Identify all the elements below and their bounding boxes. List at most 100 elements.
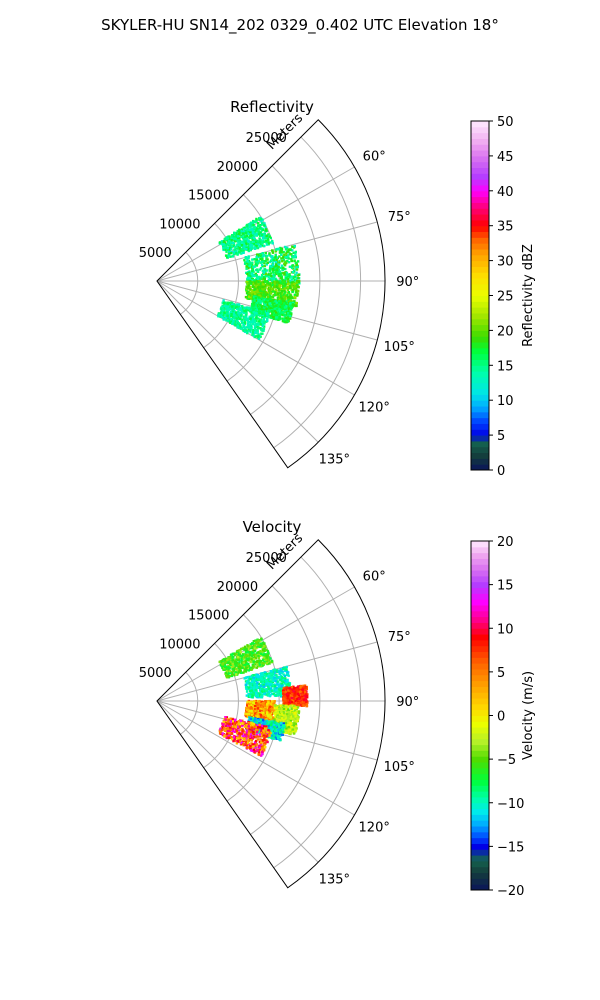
echo-pixel <box>293 296 297 299</box>
echo-pixel <box>247 686 251 689</box>
echo-pixel <box>256 674 259 678</box>
echo-pixel <box>265 718 268 721</box>
echo-pixel <box>259 323 263 326</box>
echo-pixel <box>251 666 254 670</box>
echo-pixel <box>252 651 255 654</box>
echo-pixel <box>258 224 261 228</box>
echo-pixel <box>232 312 235 315</box>
echo-pixel <box>254 229 258 232</box>
echo-pixel <box>259 689 262 692</box>
echo-pixel <box>250 320 253 324</box>
echo-pixel <box>252 710 256 713</box>
echo-pixel <box>249 701 252 704</box>
echo-pixel <box>231 322 234 325</box>
echo-pixel <box>242 226 245 230</box>
echo-pixel <box>258 645 261 649</box>
echo-pixel <box>262 275 265 279</box>
echo-pixel <box>274 278 278 281</box>
echo-pixel <box>260 652 263 655</box>
echo-pixel <box>284 298 287 301</box>
echo-pixel <box>232 668 236 671</box>
echo-pixel <box>243 318 247 322</box>
echo-pixel <box>267 651 270 655</box>
echo-pixel <box>296 688 299 691</box>
echo-pixel <box>279 693 282 697</box>
echo-pixel <box>249 310 252 313</box>
colorbar-segment <box>471 144 489 151</box>
echo-pixel <box>294 287 298 290</box>
echo-pixel <box>289 253 292 256</box>
echo-pixel <box>286 259 289 263</box>
echo-pixel <box>269 269 272 272</box>
echo-pixel <box>287 257 290 260</box>
echo-pixel <box>242 250 245 253</box>
echo-pixel <box>246 667 250 670</box>
echo-pixel <box>273 282 276 285</box>
echo-pixel <box>257 304 261 307</box>
range-ring <box>250 585 321 835</box>
echo-pixel <box>257 327 260 330</box>
echo-pixel <box>295 289 298 292</box>
echo-pixel <box>259 289 263 292</box>
echo-pixel <box>242 665 246 669</box>
echo-pixel <box>261 679 264 682</box>
echo-pixel <box>257 317 260 320</box>
echo-pixel <box>295 271 298 274</box>
echo-pixel <box>262 642 265 645</box>
echo-pixel <box>256 232 259 235</box>
echo-pixel <box>274 686 278 689</box>
echo-pixel <box>234 238 237 241</box>
echo-pixel <box>236 672 239 675</box>
colorbar-segment <box>471 260 489 267</box>
echo-pixel <box>284 267 287 271</box>
echo-pixel <box>255 278 258 281</box>
echo-pixel <box>263 277 266 281</box>
echo-pixel <box>302 689 305 693</box>
echo-pixel <box>248 223 251 226</box>
echo-pixel <box>248 243 251 246</box>
echo-pixel <box>267 273 270 276</box>
echo-pixel <box>264 675 267 678</box>
echo-pixel <box>282 293 285 296</box>
echo-pixel <box>259 660 262 663</box>
echo-pixel <box>249 643 252 646</box>
colorbar-segment <box>471 452 489 459</box>
echo-pixel <box>234 235 238 238</box>
echo-pixel <box>237 239 240 242</box>
echo-pixel <box>261 702 264 705</box>
echo-pixel <box>246 664 249 667</box>
echo-pixel <box>229 671 233 675</box>
echo-pixel <box>284 701 287 704</box>
echo-pixel <box>262 684 265 687</box>
echo-pixel <box>254 312 257 315</box>
echo-pixel <box>268 705 272 709</box>
echo-pixel <box>271 685 274 688</box>
echo-pixel <box>295 277 298 280</box>
echo-pixel <box>254 299 258 303</box>
echo-pixel <box>249 695 253 699</box>
colorbar-segment <box>471 161 489 169</box>
echo-pixel <box>289 311 292 314</box>
echo-pixel <box>244 651 248 654</box>
echo-pixel <box>256 286 260 289</box>
echo-pixel <box>260 281 263 284</box>
colorbar-segment <box>471 429 489 436</box>
echo-pixel <box>232 236 236 239</box>
echo-pixel <box>302 698 305 701</box>
echo-pixel <box>235 317 239 320</box>
echo-field <box>217 216 301 340</box>
echo-pixel <box>274 249 278 253</box>
echo-pixel <box>237 652 241 655</box>
echo-pixel <box>260 700 263 704</box>
echo-pixel <box>275 271 279 274</box>
echo-pixel <box>258 709 262 712</box>
colorbar-segment <box>471 388 489 395</box>
echo-pixel <box>255 301 258 305</box>
echo-pixel <box>280 669 283 672</box>
echo-pixel <box>257 256 261 259</box>
echo-pixel <box>221 663 224 666</box>
echo-pixel <box>245 668 248 671</box>
echo-pixel <box>282 282 285 285</box>
echo-pixel <box>236 253 239 256</box>
echo-pixel <box>254 683 257 686</box>
